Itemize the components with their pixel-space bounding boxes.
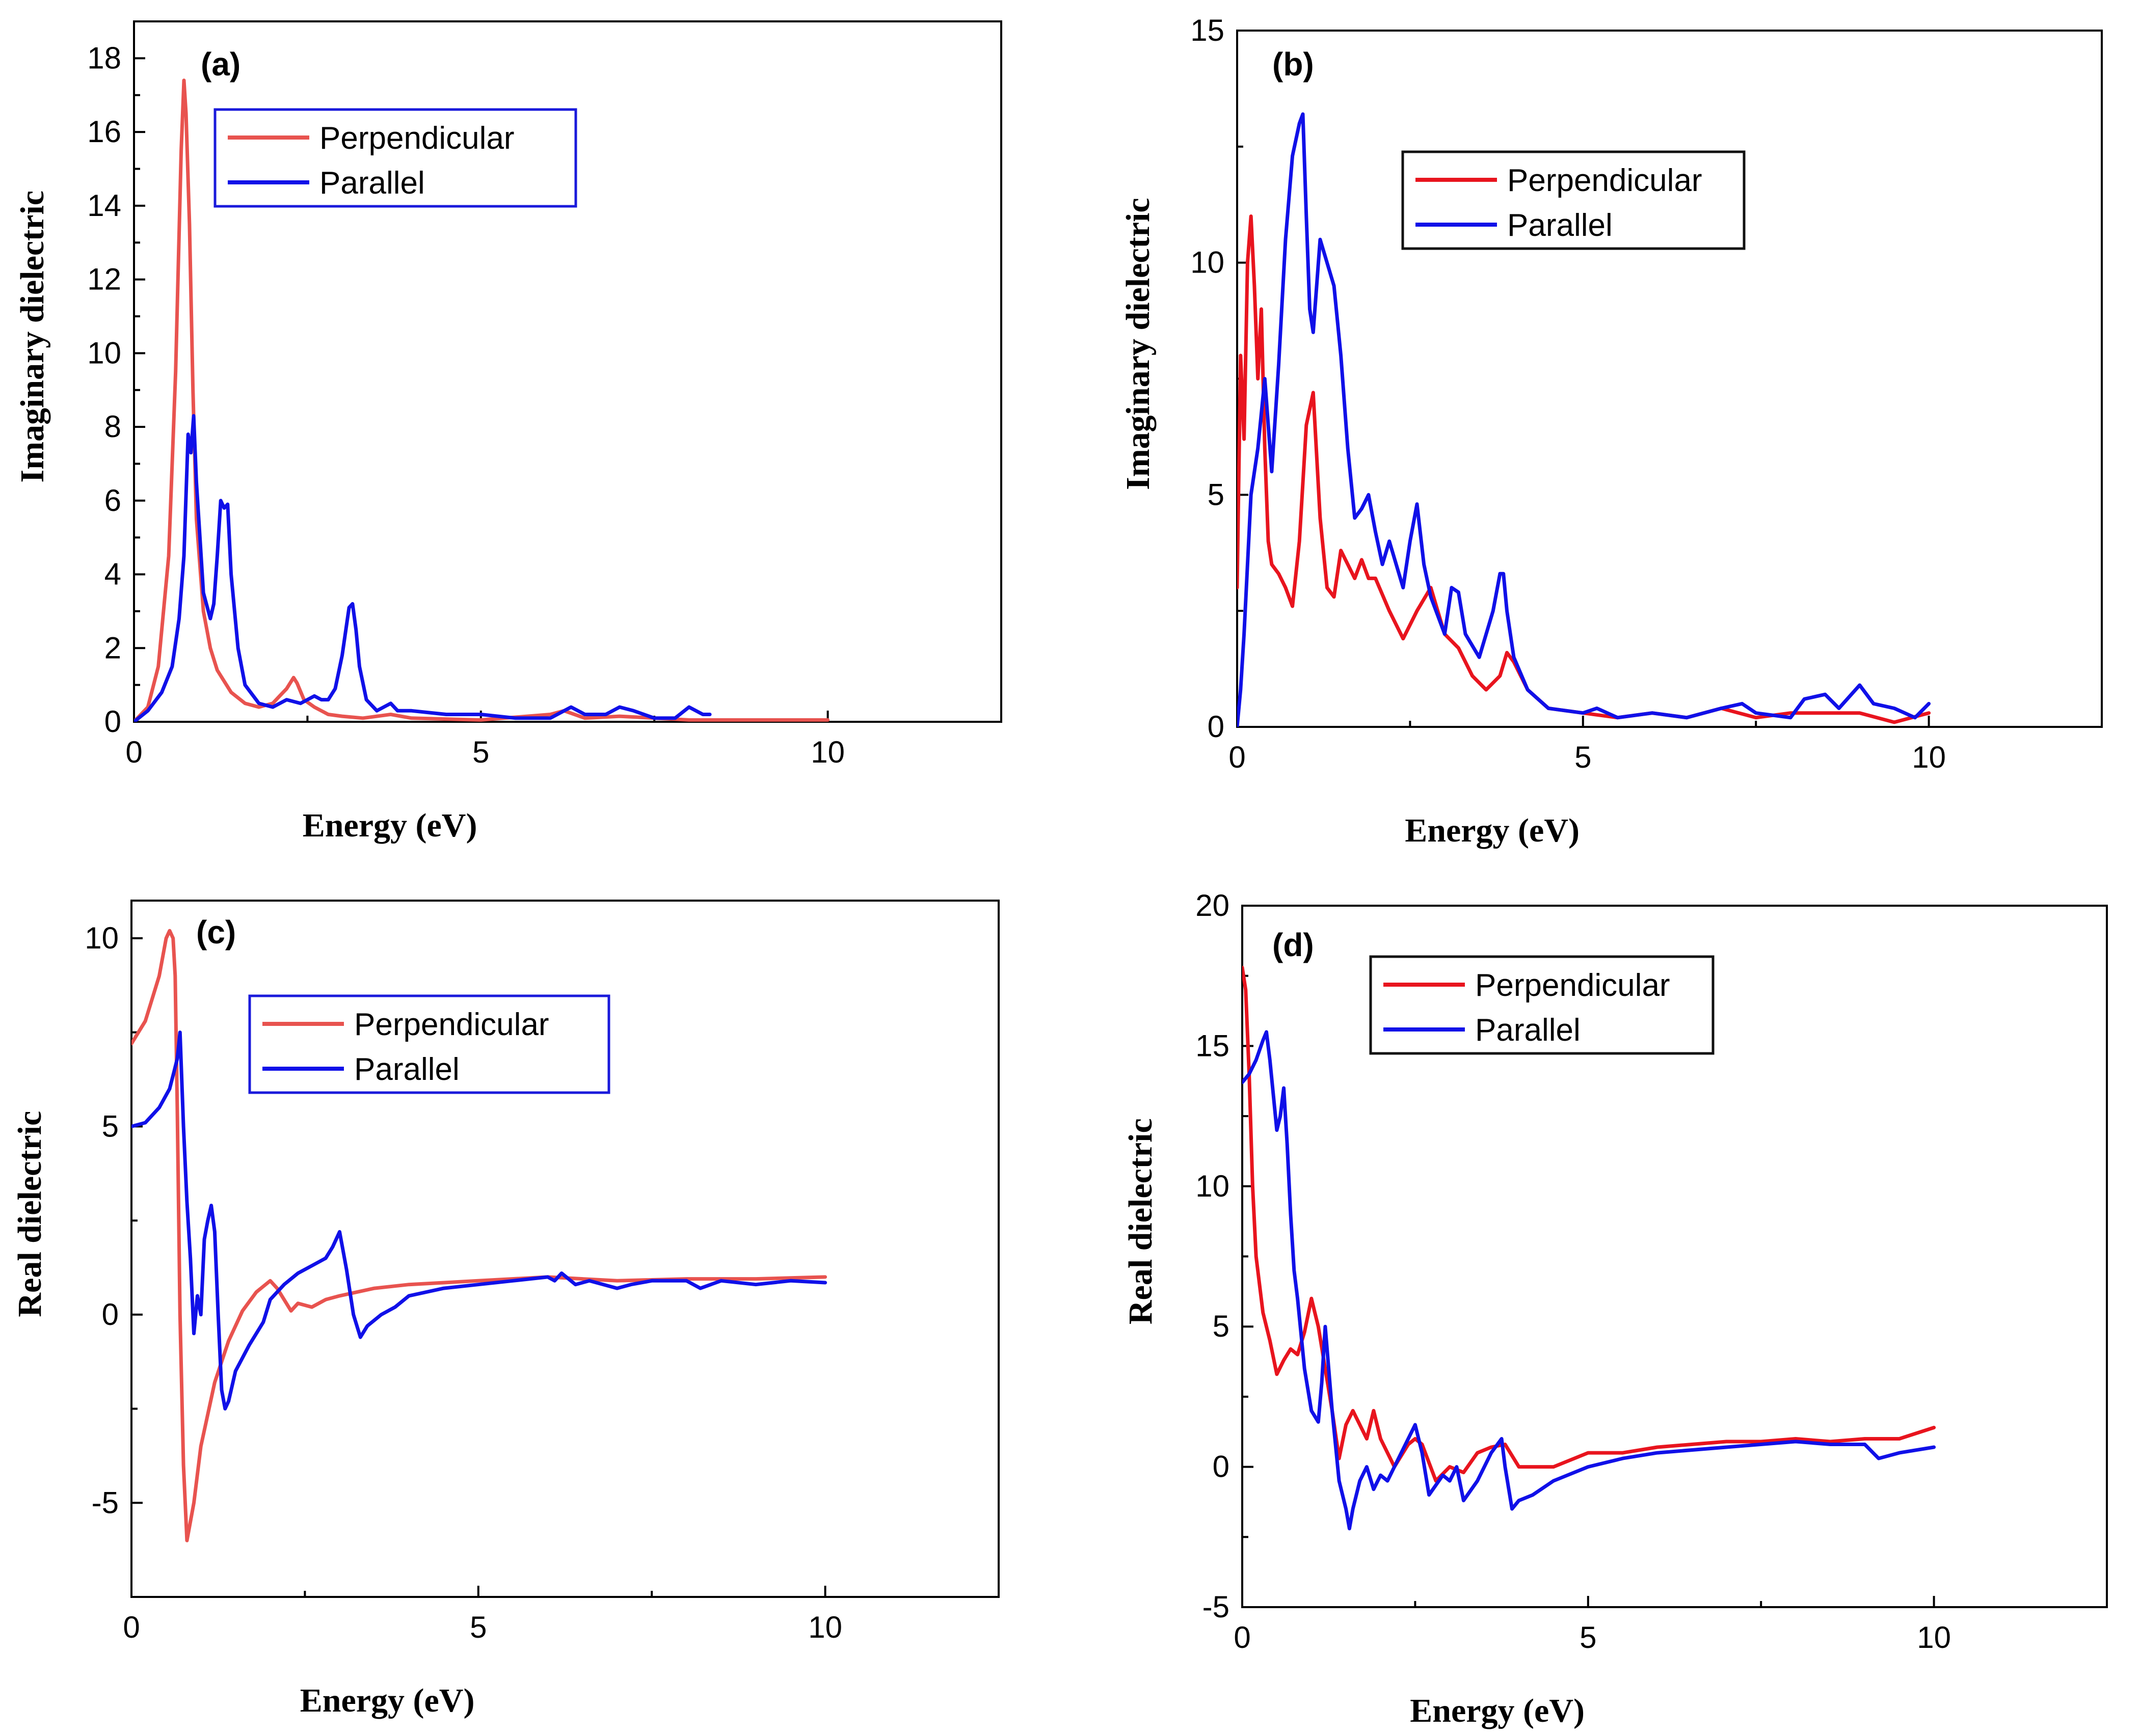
x-tick-label: 0: [125, 735, 142, 769]
y-tick-label: 0: [102, 1297, 119, 1332]
y-tick-label: -5: [1202, 1590, 1229, 1624]
x-axis-title: Energy (eV): [1405, 812, 1580, 849]
y-tick-label: 10: [87, 336, 121, 370]
x-tick-label: 10: [808, 1610, 842, 1644]
y-tick-label: 4: [104, 557, 121, 591]
y-tick-label: 10: [85, 921, 119, 955]
y-tick-label: 14: [87, 188, 121, 223]
x-tick-label: 0: [1228, 740, 1245, 774]
y-tick-label: 0: [104, 704, 121, 739]
x-axis-title: Energy (eV): [1410, 1692, 1585, 1729]
y-tick-label: -5: [92, 1485, 119, 1520]
y-tick-label: 2: [104, 631, 121, 665]
x-tick-label: 5: [1574, 740, 1591, 774]
x-axis-title: Energy (eV): [303, 807, 477, 844]
legend-label: Perpendicular: [1507, 163, 1702, 198]
y-tick-label: 5: [1213, 1309, 1229, 1343]
y-tick-label: 15: [1195, 1028, 1229, 1063]
legend-label: Parallel: [1475, 1013, 1581, 1048]
y-tick-label: 18: [87, 41, 121, 75]
series-line-parallel: [1237, 112, 1931, 727]
panel-label: (d): [1272, 927, 1314, 963]
legend-box: [248, 994, 610, 1094]
y-tick-label: 8: [104, 410, 121, 444]
panel-c: 0 5 10 -5 0 5 10 Energy (eV) Real dielectric (c) P…: [11, 900, 1000, 1719]
y-tick-label: 0: [1208, 710, 1224, 744]
legend-box: [213, 108, 577, 208]
y-tick-label: 6: [104, 483, 121, 518]
legend-label: Parallel: [1507, 208, 1613, 243]
legend-label: Perpendicular: [1475, 968, 1670, 1003]
y-tick-label: 0: [1213, 1450, 1229, 1484]
series-line-perpendicular: [1237, 214, 1931, 724]
y-axis-title: Imaginary dielectric: [1119, 198, 1157, 490]
plot-frame: [133, 20, 1002, 723]
legend-box: [1369, 955, 1715, 1055]
x-tick-label: 0: [123, 1610, 140, 1644]
y-axis-title: Imaginary dielectric: [14, 191, 51, 483]
y-tick-label: 5: [1208, 477, 1224, 511]
panel-label: (a): [201, 46, 240, 83]
y-axis-title: Real dielectric: [11, 1111, 48, 1317]
series-line-perpendicular: [134, 78, 830, 722]
plot-frame: [130, 900, 1000, 1598]
plot-frame: [1236, 30, 2103, 728]
y-axis-title: Real dielectric: [1122, 1118, 1159, 1324]
y-tick-label: 16: [87, 115, 121, 149]
legend-label: Perpendicular: [319, 121, 515, 156]
x-tick-label: 10: [811, 735, 845, 769]
x-tick-label: 5: [472, 735, 489, 769]
panel-a: 0 5 10 0 2 4 6 8 10 12 14 16 18 Energy (eV) Imaginary …: [14, 20, 1002, 844]
y-tick-label: 10: [1195, 1169, 1229, 1203]
x-tick-label: 10: [1912, 740, 1946, 774]
series-line-parallel: [134, 414, 712, 722]
panel-label: (c): [196, 914, 236, 951]
panel-b: 0 5 10 0 5 10 15 Energy (eV) Imaginary dielectri…: [1119, 13, 2103, 849]
x-tick-label: 0: [1234, 1620, 1250, 1654]
y-tick-label: 15: [1190, 13, 1224, 47]
legend-label: Perpendicular: [354, 1007, 549, 1042]
x-axis-title: Energy (eV): [300, 1682, 475, 1719]
series-line-perpendicular: [1242, 965, 1936, 1483]
legend-label: Parallel: [354, 1052, 460, 1087]
x-tick-label: 10: [1917, 1620, 1951, 1654]
x-tick-label: 5: [470, 1610, 487, 1644]
panel-label: (b): [1272, 46, 1314, 83]
legend-label: Parallel: [319, 166, 425, 201]
y-tick-label: 10: [1190, 246, 1224, 280]
x-tick-label: 5: [1580, 1620, 1596, 1654]
y-tick-label: 12: [87, 262, 121, 296]
legend-box: [1401, 150, 1746, 250]
y-tick-label: 5: [102, 1109, 119, 1143]
y-tick-label: 20: [1195, 888, 1229, 923]
series-line-parallel: [131, 1030, 827, 1410]
series-line-parallel: [1242, 1030, 1936, 1531]
series-line-perpendicular: [131, 929, 827, 1542]
